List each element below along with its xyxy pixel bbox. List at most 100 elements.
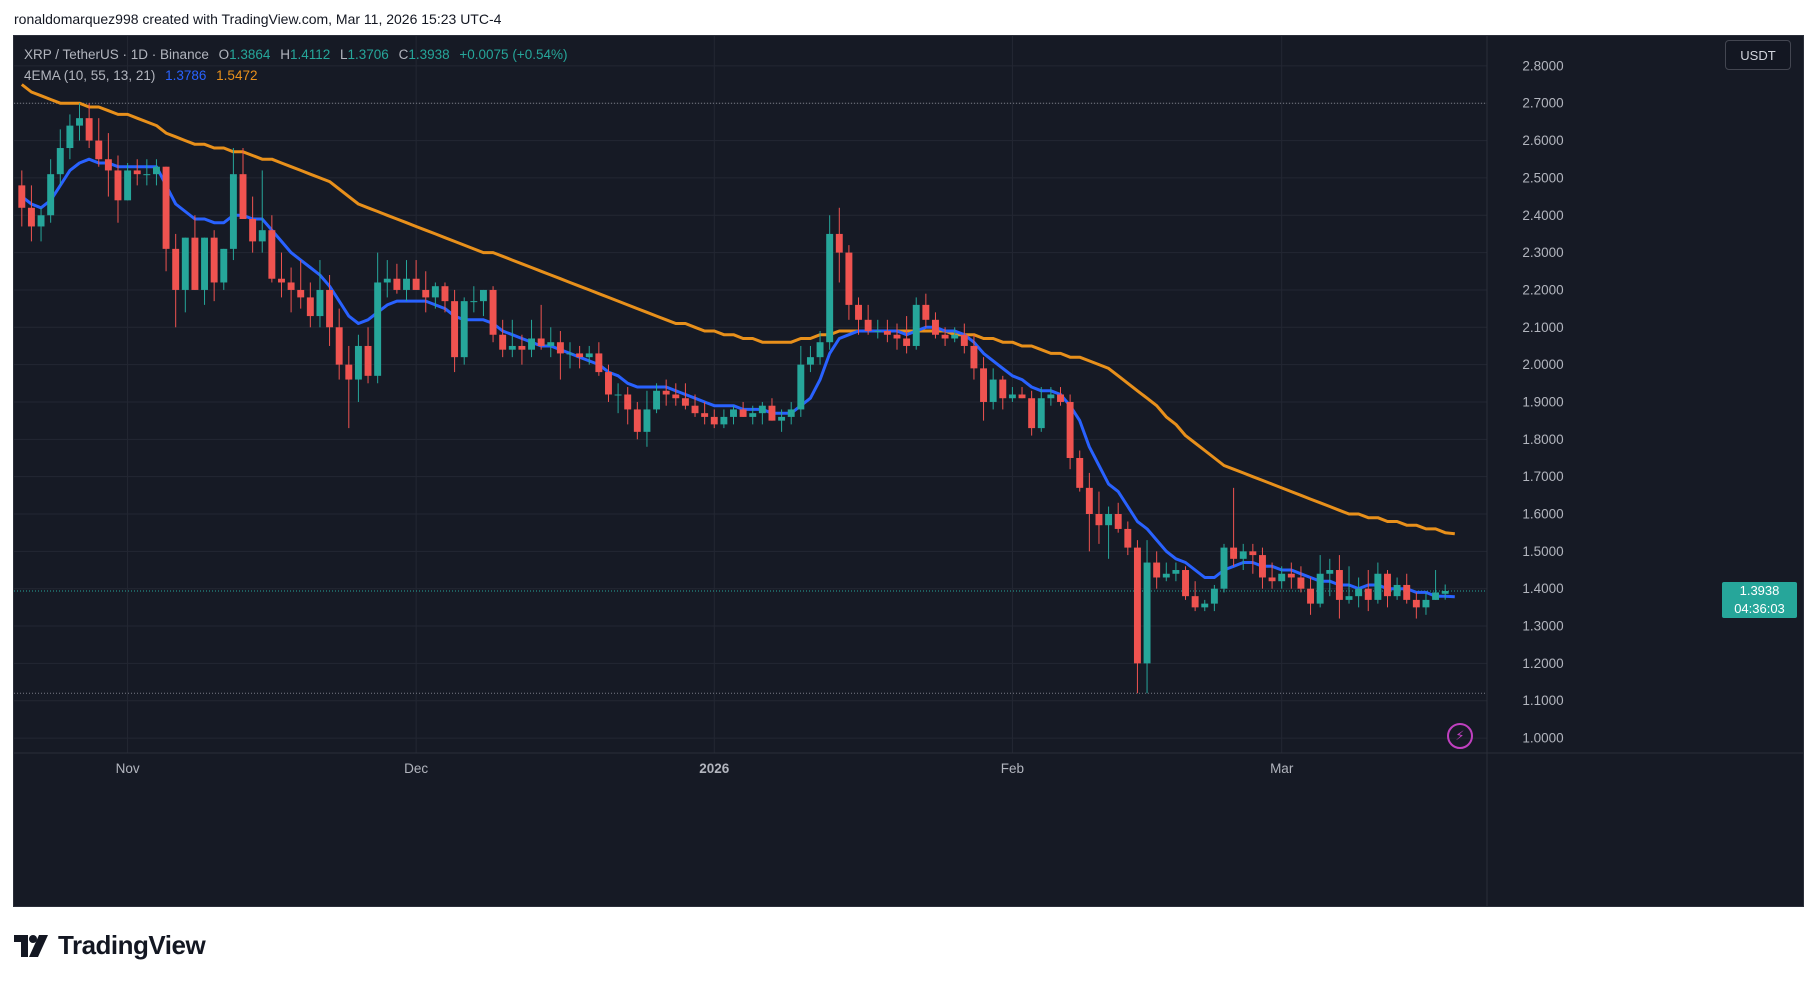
- high-label: H: [280, 47, 290, 62]
- candle-body: [479, 289, 487, 302]
- candle: [528, 319, 535, 358]
- candle-body: [1095, 514, 1103, 526]
- candle-body: [816, 342, 824, 358]
- candle-body: [1422, 599, 1430, 608]
- candle: [797, 345, 805, 417]
- candle: [1278, 566, 1286, 589]
- candle-body: [1018, 394, 1026, 399]
- candle-body: [1335, 570, 1343, 600]
- candle: [441, 282, 449, 313]
- ema-fast-path: [20, 157, 1455, 599]
- candle: [364, 327, 372, 384]
- candle: [354, 334, 362, 402]
- indicator-label[interactable]: 4EMA (10, 55, 13, 21): [24, 68, 156, 83]
- candle-body: [1278, 573, 1286, 582]
- candle: [605, 364, 612, 402]
- candle: [508, 319, 516, 358]
- candle-body: [1008, 394, 1016, 399]
- candle: [922, 293, 930, 328]
- legend-indicator-row: 4EMA (10, 55, 13, 21) 1.3786 1.5472: [24, 65, 567, 86]
- candle: [806, 345, 814, 373]
- candle-body: [1201, 603, 1209, 608]
- price-chart[interactable]: 2.8000 2.7000 2.6000 2.5000 2.4000 2.3000 2.20…: [14, 36, 1803, 906]
- bar-countdown: 04:36:03: [1734, 601, 1785, 616]
- candle: [1355, 577, 1363, 608]
- y-tick-label: 2.6000: [1522, 133, 1563, 148]
- candle-body: [1403, 584, 1411, 600]
- x-tick-label: Nov: [116, 761, 140, 776]
- candle: [431, 282, 439, 309]
- candle-body: [778, 416, 786, 421]
- candle-body: [633, 409, 641, 432]
- y-tick-label: 1.0000: [1522, 731, 1563, 746]
- candle: [460, 297, 468, 365]
- candle-body: [1412, 599, 1420, 608]
- candle: [749, 405, 757, 425]
- candle-body: [316, 289, 324, 317]
- candle: [1095, 491, 1103, 544]
- candle: [66, 114, 74, 160]
- candle-body: [1076, 457, 1084, 488]
- candle-body: [326, 289, 334, 328]
- change-value: +0.0075 (+0.54%): [459, 47, 568, 62]
- candle-body: [1239, 551, 1247, 559]
- candle-body: [1364, 588, 1372, 600]
- candle: [1335, 555, 1343, 619]
- candle: [893, 323, 901, 350]
- candle: [114, 155, 122, 223]
- candle-body: [932, 319, 939, 335]
- tradingview-logo-icon: [14, 934, 48, 957]
- candle: [1345, 566, 1353, 604]
- candle-body: [56, 148, 64, 175]
- candle-body: [297, 289, 305, 298]
- candle-body: [528, 338, 535, 350]
- candle: [1105, 506, 1113, 559]
- candle: [864, 304, 872, 335]
- candle-body: [518, 345, 526, 350]
- candle: [1412, 592, 1420, 619]
- candle: [152, 159, 160, 186]
- candle-body: [1105, 514, 1113, 526]
- candle: [268, 215, 276, 283]
- candle: [124, 162, 132, 201]
- candle: [181, 237, 189, 313]
- candle: [932, 312, 939, 339]
- candle-body: [1057, 394, 1064, 402]
- candle: [470, 286, 478, 313]
- candle: [403, 260, 410, 302]
- candle: [162, 166, 170, 272]
- symbol-label[interactable]: XRP / TetherUS · 1D · Binance: [24, 47, 209, 62]
- currency-button[interactable]: USDT: [1725, 40, 1791, 70]
- candle: [1239, 543, 1247, 571]
- candle: [980, 357, 988, 421]
- candle: [383, 260, 391, 298]
- y-tick-label: 1.5000: [1522, 544, 1563, 559]
- candle-body: [903, 338, 911, 346]
- candle: [489, 286, 497, 343]
- candle: [316, 260, 324, 328]
- candle: [1287, 562, 1295, 589]
- candle: [1124, 521, 1132, 556]
- candle: [951, 327, 959, 343]
- lightning-icon[interactable]: ⚡: [1447, 723, 1473, 749]
- candle-body: [143, 174, 151, 176]
- candle: [989, 368, 997, 410]
- candle: [1076, 450, 1084, 492]
- candle: [95, 118, 103, 167]
- candle: [1057, 387, 1064, 406]
- candle: [518, 334, 526, 365]
- chart-panel[interactable]: 2.8000 2.7000 2.6000 2.5000 2.4000 2.3000 2.20…: [13, 35, 1804, 907]
- candle: [1374, 562, 1382, 604]
- candle: [18, 170, 26, 227]
- candle: [556, 331, 564, 380]
- candle-body: [114, 170, 122, 201]
- candle: [845, 245, 853, 320]
- y-tick-label: 1.6000: [1522, 507, 1563, 522]
- candle: [1191, 581, 1199, 612]
- candle-body: [95, 140, 103, 160]
- candle-body: [614, 394, 622, 396]
- candle: [143, 159, 151, 186]
- candle-body: [306, 297, 314, 317]
- low-value: 1.3706: [347, 47, 389, 62]
- candle-body: [220, 248, 228, 283]
